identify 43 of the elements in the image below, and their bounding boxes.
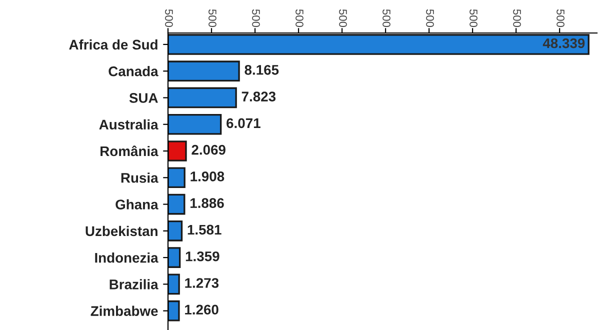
- data-label: 2.069: [192, 144, 226, 155]
- data-label: 1.581: [188, 224, 222, 235]
- bar: [168, 140, 187, 162]
- text: 500: [382, 9, 390, 28]
- text: 500: [426, 9, 434, 28]
- y-tick-label: Rusia: [121, 172, 158, 183]
- text: 500: [339, 9, 347, 28]
- y-tick-label: Uzbekistan: [86, 226, 158, 236]
- bar: [168, 167, 186, 188]
- y-tick-label: Indonezia: [95, 252, 158, 263]
- text: 500: [252, 9, 260, 28]
- y-tick-label: Zimbabwe: [90, 306, 158, 316]
- y-tick-label: Australia: [99, 119, 158, 130]
- y-tick-label: Canada: [108, 66, 158, 76]
- text: 500: [513, 9, 521, 28]
- y-tick-label: Ghana: [116, 199, 158, 210]
- data-label: 1.908: [190, 172, 224, 182]
- y-tick-label: România: [100, 146, 158, 156]
- bar: [168, 274, 180, 295]
- y-tick-label: Africa de Sud: [69, 39, 158, 50]
- y-tick-label: Brazilia: [110, 279, 158, 290]
- data-label: 1.886: [190, 198, 224, 208]
- bar: [168, 220, 183, 242]
- data-label: 1.359: [186, 251, 220, 262]
- bar: [168, 194, 186, 215]
- bar: [168, 300, 180, 322]
- data-label: 1.273: [185, 278, 219, 288]
- bar: [168, 87, 237, 108]
- text: 500: [208, 9, 216, 28]
- data-label: 7.823: [242, 92, 276, 102]
- bar: [168, 60, 240, 82]
- text: 500: [165, 9, 173, 28]
- text: 500: [470, 9, 478, 28]
- y-tick-label: SUA: [129, 93, 158, 103]
- bar: [168, 34, 590, 55]
- data-label: 8.165: [244, 64, 279, 75]
- text: 500: [556, 9, 564, 28]
- bar: [168, 247, 181, 268]
- text: 500: [296, 9, 304, 28]
- data-label: 1.260: [185, 304, 218, 315]
- bar: [168, 114, 222, 135]
- data-label: 48.339: [542, 38, 585, 48]
- data-label: 6.071: [226, 118, 260, 128]
